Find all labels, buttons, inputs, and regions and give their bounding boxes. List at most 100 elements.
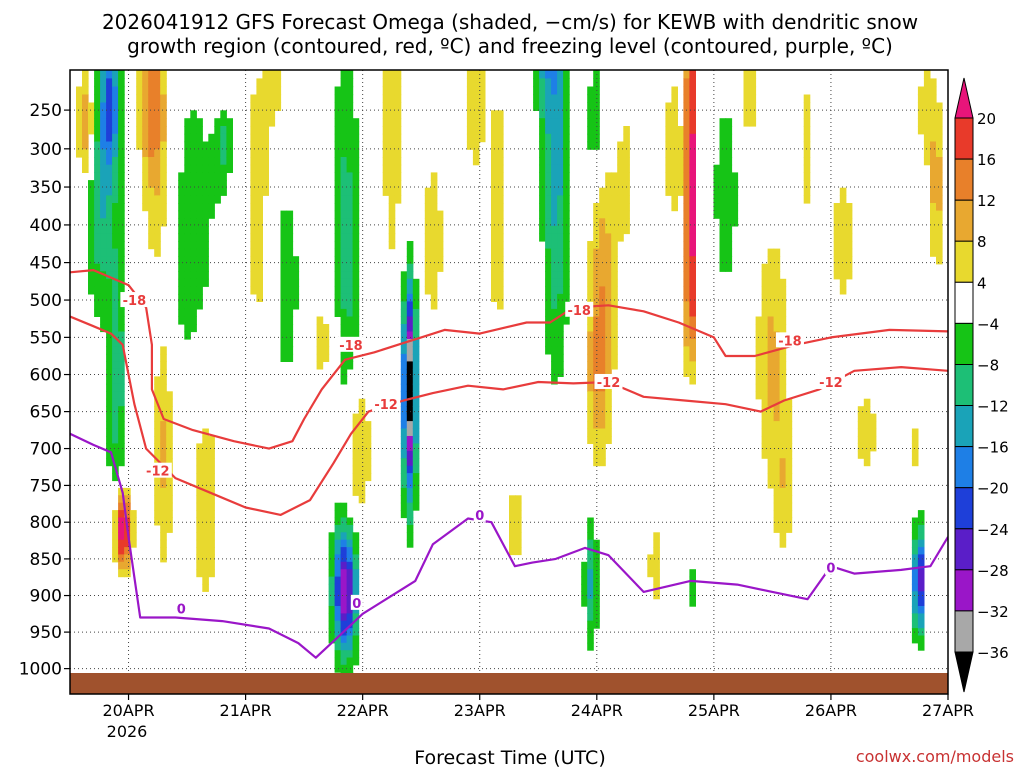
omega-cell	[497, 286, 504, 295]
omega-cell	[424, 218, 432, 227]
omega-cell	[334, 86, 342, 96]
omega-cell	[112, 346, 119, 355]
omega-cell	[154, 164, 161, 173]
omega-cell	[863, 443, 871, 452]
omega-cell	[154, 133, 161, 143]
omega-cell	[406, 539, 414, 548]
omega-cell	[334, 94, 342, 103]
omega-cell	[340, 70, 348, 79]
omega-cell	[563, 271, 570, 280]
omega-cell	[208, 157, 215, 166]
omega-cell	[118, 308, 125, 317]
omega-cell	[100, 110, 107, 119]
omega-cell	[112, 141, 119, 150]
omega-cell	[545, 263, 552, 272]
omega-cell	[262, 157, 269, 166]
omega-cell	[100, 233, 107, 242]
omega-cell	[611, 172, 618, 181]
omega-cell	[599, 271, 606, 280]
y-tick-label: 450	[30, 254, 62, 274]
omega-cell	[743, 78, 751, 88]
omega-cell	[340, 583, 348, 592]
omega-cell	[178, 218, 185, 227]
omega-cell	[605, 203, 612, 212]
omega-cell	[683, 210, 690, 219]
omega-cell	[400, 286, 408, 295]
omega-cell	[220, 110, 227, 119]
omega-cell	[112, 102, 119, 111]
omega-cell	[394, 110, 402, 119]
omega-cell	[340, 376, 348, 385]
omega-cell	[154, 480, 161, 489]
omega-cell	[226, 157, 233, 166]
x-tick-label: 24APR	[571, 701, 623, 720]
omega-cell	[497, 110, 504, 119]
omega-cell	[340, 331, 348, 340]
omega-cell	[515, 532, 522, 541]
omega-cell	[202, 218, 209, 227]
omega-cell	[178, 278, 185, 287]
omega-cell	[184, 157, 191, 166]
omega-cell	[202, 172, 209, 181]
omega-cell	[118, 157, 125, 166]
x-axis-year-label: 2026	[107, 722, 148, 741]
omega-cell	[424, 233, 432, 242]
omega-cell	[587, 413, 594, 422]
omega-cell	[316, 316, 324, 325]
omega-cell	[509, 547, 516, 556]
omega-cell	[166, 421, 173, 430]
omega-cell	[406, 487, 414, 496]
omega-cell	[118, 383, 125, 392]
omega-cell	[515, 495, 522, 504]
omega-cell	[917, 635, 925, 644]
omega-cell	[196, 443, 203, 452]
omega-cell	[142, 78, 149, 88]
omega-cell	[256, 278, 263, 287]
omega-cell	[118, 256, 125, 265]
omega-cell	[587, 331, 594, 340]
omega-cell	[202, 278, 209, 287]
omega-cell	[689, 263, 696, 272]
omega-cell	[839, 278, 847, 287]
omega-cell	[743, 70, 751, 79]
omega-cell	[154, 78, 161, 88]
omega-cell	[587, 606, 594, 614]
omega-cell	[346, 308, 354, 317]
omega-cell	[545, 187, 552, 196]
omega-cell	[779, 539, 787, 548]
omega-cell	[106, 118, 113, 127]
omega-cell	[563, 133, 570, 143]
omega-cell	[190, 210, 197, 219]
omega-cell	[773, 271, 781, 280]
omega-cell	[256, 78, 263, 88]
omega-cell	[160, 450, 167, 459]
omega-cell	[358, 421, 366, 430]
omega-cell	[557, 324, 564, 333]
omega-cell	[250, 164, 257, 173]
omega-cell	[539, 126, 546, 135]
omega-cell	[472, 110, 480, 119]
omega-cell	[340, 316, 348, 325]
omega-cell	[394, 149, 402, 158]
omega-cell	[605, 256, 612, 265]
omega-cell	[719, 157, 727, 166]
omega-cell	[106, 428, 113, 437]
omega-cell	[94, 78, 101, 88]
omega-cell	[923, 141, 931, 150]
omega-cell	[557, 293, 564, 302]
omega-cell	[605, 398, 612, 407]
omega-cell	[334, 576, 342, 585]
omega-cell	[930, 241, 937, 250]
omega-cell	[599, 324, 606, 333]
omega-cell	[340, 606, 348, 614]
omega-cell	[256, 241, 263, 250]
omega-cell	[136, 110, 143, 119]
omega-cell	[917, 598, 925, 607]
omega-cell	[100, 286, 107, 295]
omega-cell	[94, 86, 101, 96]
colorbar-swatch	[954, 240, 974, 283]
omega-cell	[725, 263, 733, 272]
omega-cell	[491, 195, 498, 204]
omega-cell	[82, 102, 89, 111]
omega-cell	[683, 110, 690, 119]
